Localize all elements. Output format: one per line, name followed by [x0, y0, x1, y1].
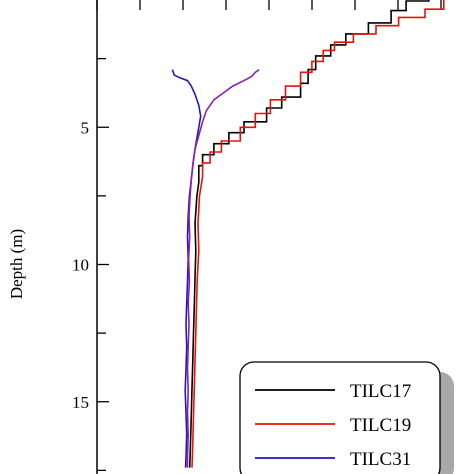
y-tick-label: 15 — [72, 393, 89, 412]
series-layer — [171, 0, 445, 468]
series-line-tilc31 — [171, 69, 202, 468]
series-line-tilc19 — [191, 0, 445, 468]
legend-label-tilc19: TILC19 — [350, 415, 411, 436]
y-tick-label: 10 — [72, 256, 89, 275]
legend-label-tilc17: TILC17 — [350, 381, 411, 402]
y-tick-label: 5 — [81, 118, 90, 137]
axes: 5 10 15 — [72, 0, 442, 474]
y-axis-title: Depth (m) — [7, 229, 26, 299]
legend: TILC17 TILC19 TILC31 — [239, 361, 454, 474]
series-line-unlabeled-3 — [186, 68, 260, 468]
legend-label-tilc31: TILC31 — [350, 449, 411, 470]
